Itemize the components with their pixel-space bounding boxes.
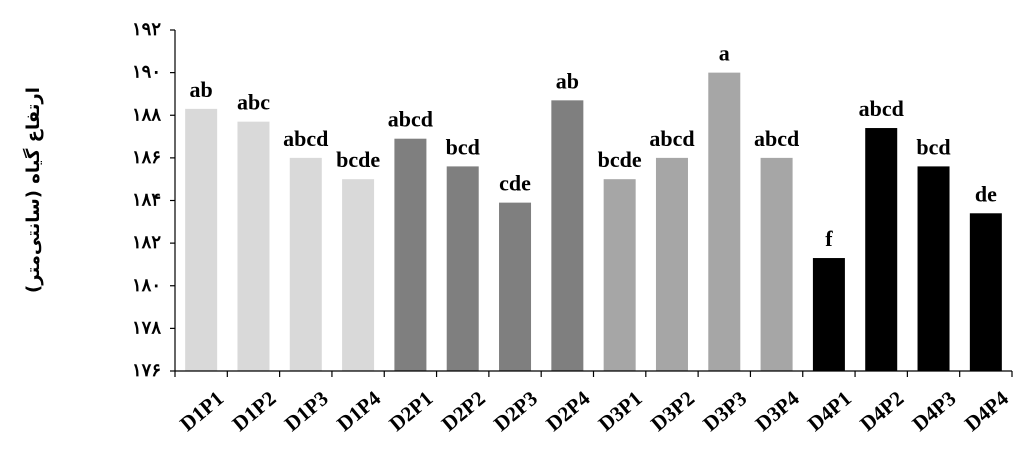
x-tick-label: D2P3: [489, 386, 542, 436]
y-tick-label: ۱۹۰: [132, 62, 161, 83]
bar-label: cde: [499, 171, 531, 196]
bar: [969, 213, 1002, 371]
bar-label: bcde: [336, 147, 380, 172]
y-axis-title-group: ارتفاع گیاه (سانتی‌متر): [22, 87, 44, 293]
bar-labels: ababcabcdbcdeabcdbcdcdeabbcdeabcdaabcdfa…: [190, 41, 998, 251]
bar: [499, 202, 532, 371]
bar-label: a: [719, 41, 730, 66]
bar-label: bcd: [916, 134, 950, 159]
x-tick-label: D3P1: [594, 386, 647, 436]
category-labels: D1P1 D1P2 D1P3 D1P4 D2P1 D2P2 D2P3 D2P4 D3P1 D3P2…: [175, 386, 1013, 436]
x-tick-label: D2P1: [384, 386, 437, 436]
bar: [603, 179, 636, 371]
x-tick-label: D1P4: [332, 386, 385, 436]
y-tick-label: ۱۹۲: [132, 19, 161, 40]
bar: [655, 157, 688, 371]
bar: [394, 138, 427, 371]
bar: [289, 157, 322, 371]
bar-label: ab: [556, 68, 579, 93]
x-tick-label: D1P3: [280, 386, 333, 436]
x-tick-label: D3P3: [698, 386, 751, 436]
bar-label: f: [825, 226, 833, 251]
bar: [708, 72, 741, 371]
axes: [174, 30, 1013, 377]
bar-label: ab: [190, 77, 213, 102]
bar: [185, 108, 218, 371]
y-tick-label: ۱۷۶: [132, 360, 161, 381]
x-tick-label: D1P2: [227, 386, 280, 436]
x-tick-label: D3P4: [751, 386, 804, 436]
bar-label: de: [975, 181, 997, 206]
y-axis-title: ارتفاع گیاه (سانتی‌متر): [22, 87, 44, 293]
bar-label: abcd: [649, 126, 694, 151]
bar: [551, 100, 584, 372]
y-tick-label: ۱۸۸: [132, 104, 161, 125]
bar-label: abcd: [283, 126, 328, 151]
bars: [185, 72, 1002, 372]
x-tick-label: D4P2: [855, 386, 908, 436]
bar-label: abcd: [754, 126, 799, 151]
bar: [917, 166, 950, 371]
bar: [760, 157, 793, 371]
y-tick-label: ۱۸۶: [132, 147, 161, 168]
x-tick-label: D2P4: [541, 386, 594, 436]
x-tick-label: D1P1: [175, 386, 228, 436]
x-tick-label: D4P3: [908, 386, 961, 436]
y-tick-label: ۱۸۴: [132, 190, 161, 211]
bar: [446, 166, 479, 371]
bar-label: bcde: [598, 147, 642, 172]
bar: [342, 179, 375, 371]
y-tick-label: ۱۷۸: [132, 317, 161, 338]
bar: [865, 128, 898, 371]
x-tick-label: D2P2: [437, 386, 490, 436]
x-tick-label: D4P4: [960, 386, 1013, 436]
bar: [812, 258, 845, 371]
bar-label: bcd: [446, 134, 480, 159]
y-axis-ticks: ۱۷۶ ۱۷۸ ۱۸۰ ۱۸۲ ۱۸۴ ۱۸۶ ۱۸۸ ۱۹۰ ۱۹۲: [132, 19, 175, 381]
bar-label: abcd: [859, 96, 904, 121]
x-tick-label: D4P1: [803, 386, 856, 436]
y-tick-label: ۱۸۲: [132, 232, 161, 253]
bar: [237, 121, 270, 371]
bar-label: abc: [237, 90, 270, 115]
x-tick-label: D3P2: [646, 386, 699, 436]
y-tick-label: ۱۸۰: [132, 275, 161, 296]
bar-label: abcd: [388, 107, 433, 132]
